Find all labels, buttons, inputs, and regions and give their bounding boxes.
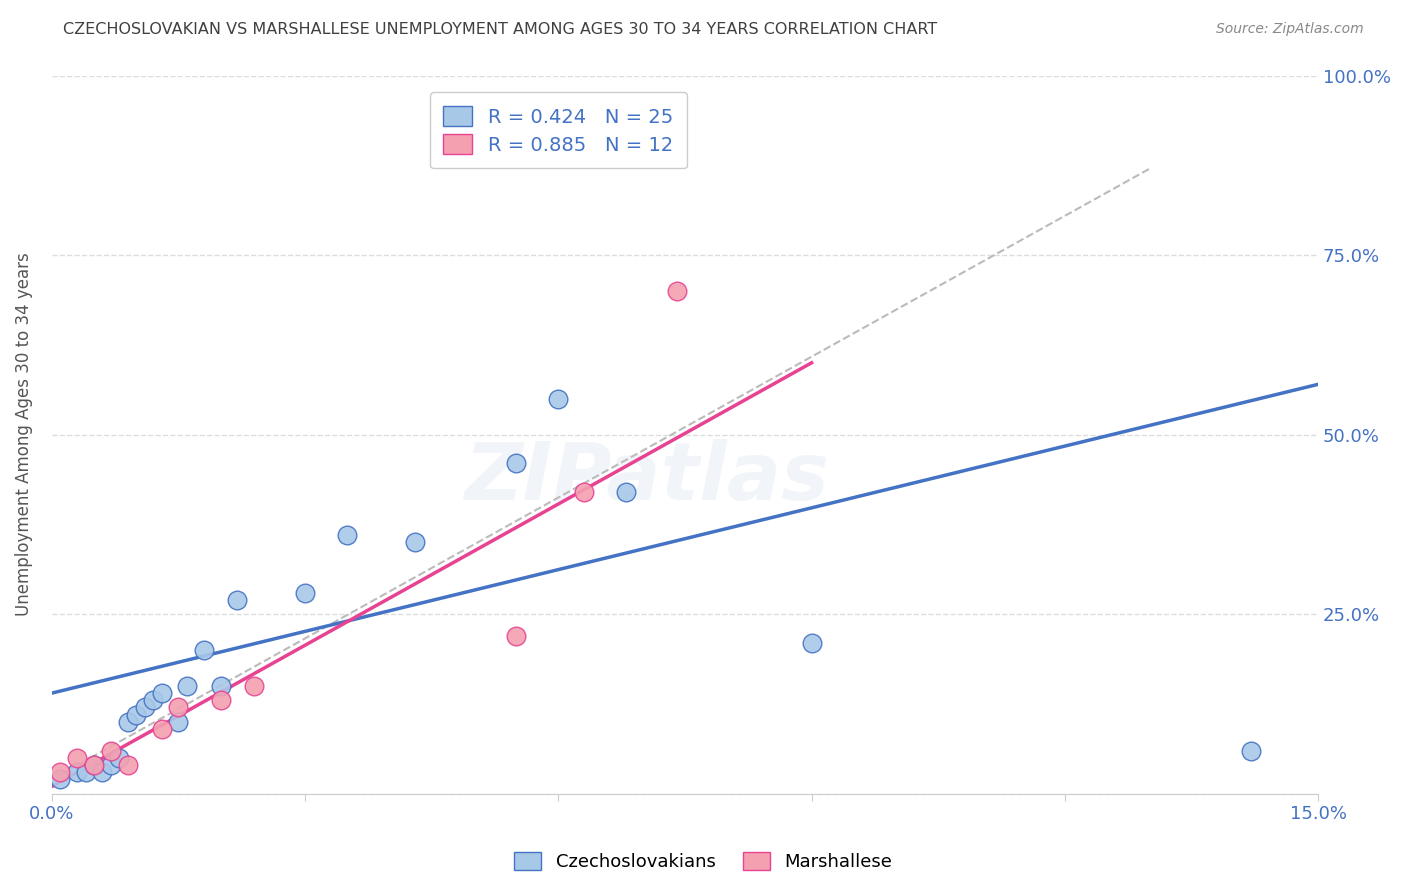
Point bbox=[176, 679, 198, 693]
Point bbox=[167, 700, 190, 714]
Point bbox=[100, 743, 122, 757]
Text: CZECHOSLOVAKIAN VS MARSHALLESE UNEMPLOYMENT AMONG AGES 30 TO 34 YEARS CORRELATIO: CZECHOSLOVAKIAN VS MARSHALLESE UNEMPLOYM… bbox=[63, 22, 938, 37]
Point bbox=[142, 693, 165, 707]
Point bbox=[800, 636, 823, 650]
Point bbox=[665, 284, 688, 298]
Point bbox=[167, 714, 190, 729]
Point bbox=[572, 485, 595, 500]
Legend: R = 0.424   N = 25, R = 0.885   N = 12: R = 0.424 N = 25, R = 0.885 N = 12 bbox=[430, 93, 688, 169]
Point bbox=[150, 686, 173, 700]
Point bbox=[117, 758, 139, 772]
Point bbox=[49, 772, 72, 787]
Point bbox=[75, 765, 97, 780]
Point bbox=[547, 392, 569, 406]
Point bbox=[505, 629, 527, 643]
Point bbox=[1239, 743, 1261, 757]
Legend: Czechoslovakians, Marshallese: Czechoslovakians, Marshallese bbox=[506, 845, 900, 879]
Point bbox=[150, 722, 173, 736]
Point bbox=[243, 679, 266, 693]
Point bbox=[117, 714, 139, 729]
Point bbox=[226, 592, 249, 607]
Y-axis label: Unemployment Among Ages 30 to 34 years: Unemployment Among Ages 30 to 34 years bbox=[15, 252, 32, 616]
Text: ZIPatlas: ZIPatlas bbox=[464, 439, 830, 516]
Point bbox=[83, 758, 105, 772]
Point bbox=[404, 535, 426, 549]
Point bbox=[614, 485, 637, 500]
Point bbox=[125, 707, 148, 722]
Point bbox=[66, 765, 89, 780]
Point bbox=[336, 528, 359, 542]
Point bbox=[49, 765, 72, 780]
Point bbox=[83, 758, 105, 772]
Point bbox=[91, 765, 114, 780]
Point bbox=[505, 456, 527, 470]
Text: Source: ZipAtlas.com: Source: ZipAtlas.com bbox=[1216, 22, 1364, 37]
Point bbox=[209, 679, 232, 693]
Point bbox=[193, 643, 215, 657]
Point bbox=[108, 751, 131, 765]
Point bbox=[66, 751, 89, 765]
Point bbox=[294, 585, 316, 599]
Point bbox=[100, 758, 122, 772]
Point bbox=[134, 700, 156, 714]
Point bbox=[209, 693, 232, 707]
